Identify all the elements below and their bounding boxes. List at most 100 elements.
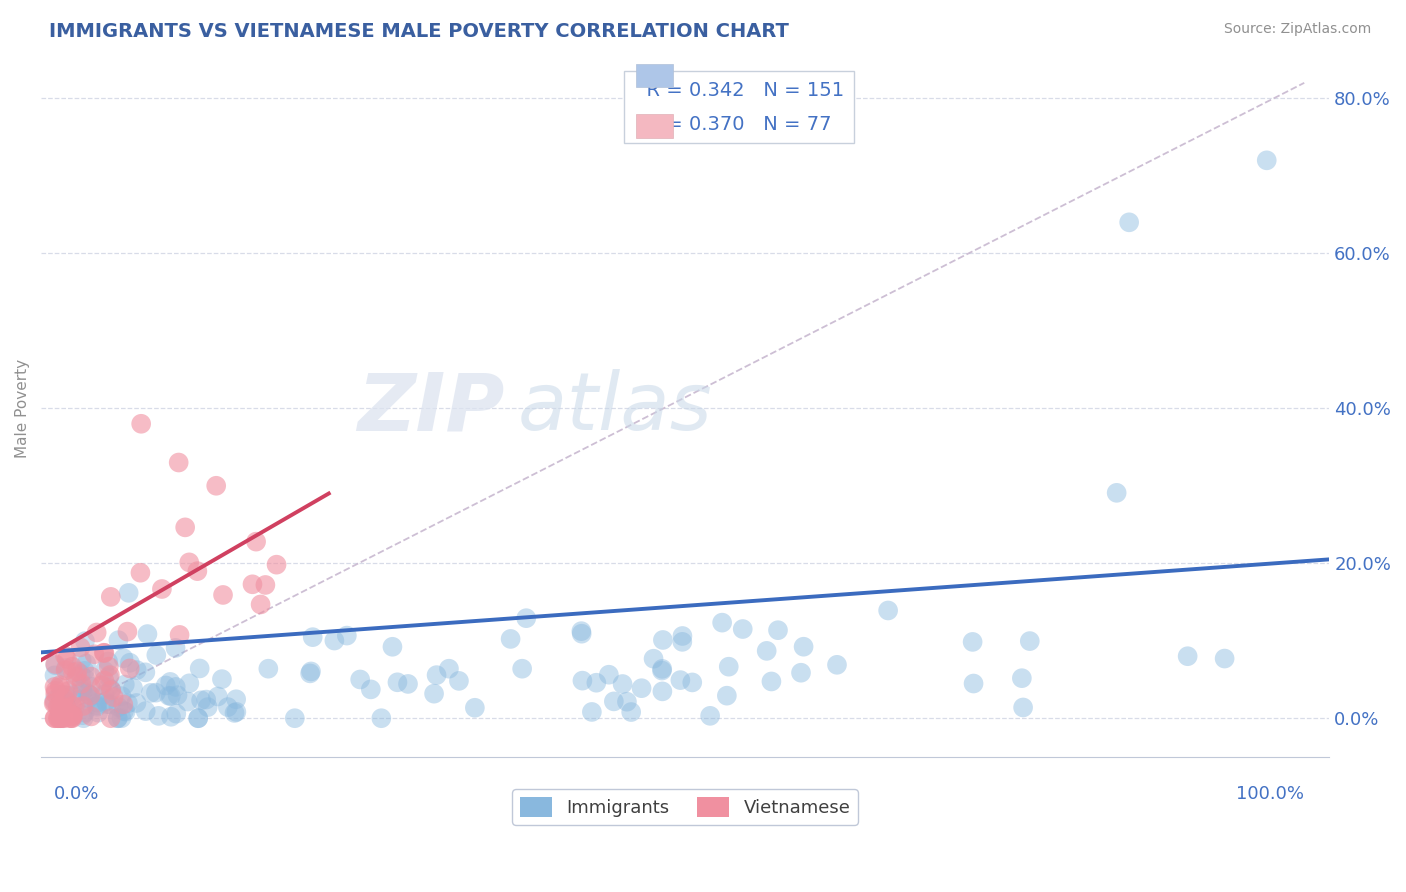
Point [145, 648, 167, 662]
Point [56, 652, 79, 666]
Point [103, 690, 125, 704]
Point [79, 689, 101, 703]
Point [323, 633, 346, 648]
Point [301, 630, 323, 644]
Point [49, 711, 72, 725]
Point [93, 646, 115, 660]
Point [83, 647, 105, 661]
Point [72, 711, 94, 725]
Point [86, 625, 108, 640]
Text: 100.0%: 100.0% [1236, 785, 1305, 803]
Point [134, 665, 156, 680]
Point [93, 687, 115, 701]
Point [114, 677, 136, 691]
Point [48, 698, 70, 712]
Point [73, 634, 96, 648]
Point [107, 711, 129, 725]
Point [60, 659, 83, 673]
Point [49, 701, 72, 715]
Point [90, 678, 112, 692]
Point [447, 673, 470, 688]
Point [299, 666, 322, 681]
Text: 0.0%: 0.0% [53, 785, 98, 803]
Point [1018, 634, 1040, 648]
Point [205, 479, 228, 493]
Point [72, 684, 94, 698]
Point [499, 632, 522, 646]
Point [157, 689, 180, 703]
Point [58, 684, 80, 698]
Bar [637, 63, 673, 87]
Point [1256, 153, 1278, 168]
Point [825, 657, 848, 672]
Point [190, 693, 212, 707]
Point [396, 677, 419, 691]
Point [671, 635, 693, 649]
Point [76, 687, 98, 701]
Point [423, 687, 446, 701]
Point [93, 646, 115, 660]
Point [48, 711, 70, 725]
Point [97, 655, 120, 669]
Point [266, 558, 288, 572]
Point [118, 656, 141, 670]
Legend: Immigrants, Vietnamese: Immigrants, Vietnamese [512, 789, 858, 824]
Point [1012, 700, 1035, 714]
Point [51, 701, 73, 715]
Point [112, 651, 135, 665]
Point [651, 662, 673, 676]
Point [620, 705, 643, 719]
Point [53, 691, 76, 706]
Point [257, 662, 280, 676]
Point [49, 706, 72, 720]
Point [186, 564, 208, 578]
Point [165, 706, 187, 721]
Point [117, 696, 139, 710]
Point [70, 677, 93, 691]
Point [571, 673, 593, 688]
Point [70, 681, 93, 695]
Point [425, 668, 447, 682]
Point [117, 624, 139, 639]
Point [62, 709, 84, 723]
Point [100, 590, 122, 604]
Point [669, 673, 692, 687]
Point [53, 648, 76, 663]
Point [136, 627, 159, 641]
Point [44, 668, 66, 682]
Point [60, 699, 83, 714]
Point [118, 661, 141, 675]
Text: Source: ZipAtlas.com: Source: ZipAtlas.com [1223, 22, 1371, 37]
Point [437, 662, 460, 676]
Point [112, 704, 135, 718]
Point [46, 711, 69, 725]
Point [225, 705, 247, 719]
Point [242, 577, 264, 591]
Point [129, 417, 152, 431]
Point [79, 680, 101, 694]
Point [336, 629, 359, 643]
Point [56, 706, 79, 720]
Point [207, 690, 229, 704]
Point [630, 681, 652, 696]
Point [59, 711, 82, 725]
Point [254, 578, 277, 592]
Point [155, 678, 177, 692]
Point [44, 693, 66, 707]
Text: atlas: atlas [517, 369, 713, 447]
Y-axis label: Male Poverty: Male Poverty [15, 359, 30, 458]
Point [118, 586, 141, 600]
Point [62, 688, 84, 702]
Point [112, 698, 135, 712]
Point [52, 711, 75, 725]
Point [60, 711, 83, 725]
Point [245, 534, 267, 549]
Point [77, 691, 100, 706]
Point [44, 696, 66, 710]
Point [1177, 649, 1199, 664]
Point [129, 566, 152, 580]
Point [159, 674, 181, 689]
Point [125, 696, 148, 710]
Point [581, 705, 603, 719]
Point [49, 689, 72, 703]
